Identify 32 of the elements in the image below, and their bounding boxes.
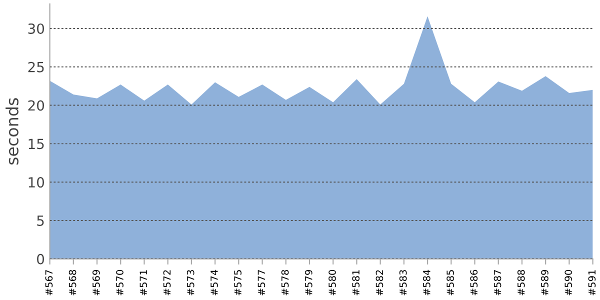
x-tick-label: #591 [588,270,596,296]
x-tick-label: #570 [116,270,124,296]
x-tick-label: #577 [258,270,266,296]
y-axis-title: seconds [6,98,18,165]
y-tick-label: 20 [28,100,44,111]
x-tick-label: #589 [541,270,548,296]
x-tick-label: #587 [494,270,502,296]
y-tick-label: 25 [28,62,44,72]
x-tick-label: #575 [234,270,242,296]
y-tick-label: 30 [28,23,44,34]
x-tick-label: #567 [45,270,53,296]
x-tick-label: #573 [186,270,194,296]
x-tick-label: #586 [470,270,478,296]
x-tick-label: #590 [564,270,572,296]
x-tick-label: #569 [92,270,100,296]
x-tick-label: #582 [376,270,384,296]
x-tick-label: #580 [328,270,336,296]
x-tick-label: #584 [423,270,430,296]
x-tick-label: #588 [517,270,525,296]
x-tick-label: #578 [281,270,289,296]
y-tick-label: 10 [28,177,44,188]
x-tick-label: #571 [140,270,148,296]
y-tick-label: 0 [37,254,44,264]
x-tick-label: #579 [304,270,312,296]
x-tick-label: #572 [163,270,171,296]
y-tick-label: 15 [28,138,44,150]
y-tick-label: 5 [37,216,44,226]
x-tick-label: #585 [446,270,454,296]
x-tick-label: #581 [352,270,360,296]
x-tick-label: #568 [68,270,76,296]
x-tick-label: #574 [210,270,218,296]
x-tick-label: #583 [399,270,407,296]
